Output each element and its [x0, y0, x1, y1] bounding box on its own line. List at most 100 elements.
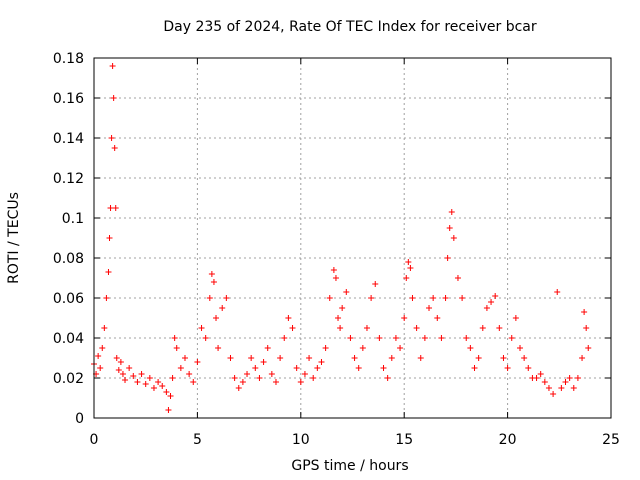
data-point — [306, 355, 313, 361]
data-point — [206, 295, 213, 301]
data-point — [574, 375, 581, 381]
data-point — [171, 335, 178, 341]
data-point — [99, 345, 106, 351]
data-point — [335, 315, 342, 321]
data-point — [113, 355, 120, 361]
data-point — [138, 371, 145, 377]
data-point — [169, 375, 176, 381]
data-point — [467, 345, 474, 351]
data-point — [459, 295, 466, 301]
data-point — [165, 407, 172, 413]
data-point — [444, 255, 451, 261]
x-tick-label: 5 — [193, 432, 202, 448]
data-point — [405, 259, 412, 265]
y-tick-label: 0.04 — [53, 331, 84, 347]
plot-frame — [93, 57, 612, 419]
data-point — [252, 365, 259, 371]
data-point — [264, 345, 271, 351]
data-point — [426, 305, 433, 311]
data-point — [107, 205, 114, 211]
data-point — [109, 63, 116, 69]
data-point — [562, 379, 569, 385]
data-point — [115, 367, 122, 373]
data-point — [297, 379, 304, 385]
data-point — [339, 305, 346, 311]
data-point — [314, 365, 321, 371]
x-tick-labels: 0 5 10 15 20 25 — [90, 432, 620, 448]
data-point — [337, 325, 344, 331]
data-point — [285, 315, 292, 321]
axis-ticks — [93, 57, 612, 419]
data-point — [500, 355, 507, 361]
data-point — [558, 385, 565, 391]
data-point — [407, 265, 414, 271]
y-tick-label: 0.06 — [53, 291, 84, 307]
data-point — [521, 355, 528, 361]
data-point — [112, 205, 119, 211]
data-point — [108, 135, 115, 141]
data-point — [173, 345, 180, 351]
x-tick-label: 10 — [292, 432, 310, 448]
data-point — [198, 325, 205, 331]
data-point — [101, 325, 108, 331]
data-point — [446, 225, 453, 231]
data-point — [421, 335, 428, 341]
data-point — [583, 325, 590, 331]
y-tick-labels: 0 0.02 0.04 0.06 0.08 0.1 0.12 0.14 0.16 0.18 — [53, 51, 84, 427]
data-point — [239, 379, 246, 385]
data-point — [167, 393, 174, 399]
data-point — [525, 365, 532, 371]
data-point — [454, 275, 461, 281]
y-tick-label: 0.14 — [53, 131, 84, 147]
data-point — [355, 365, 362, 371]
data-point — [332, 275, 339, 281]
data-point — [554, 289, 561, 295]
data-point — [512, 315, 519, 321]
data-point — [277, 355, 284, 361]
data-point — [272, 379, 279, 385]
data-point — [463, 335, 470, 341]
data-point — [483, 305, 490, 311]
data-point — [202, 335, 209, 341]
data-point — [550, 391, 557, 397]
data-point — [322, 345, 329, 351]
data-point — [310, 375, 317, 381]
data-point — [417, 355, 424, 361]
x-tick-label: 0 — [90, 432, 99, 448]
data-point — [545, 385, 552, 391]
data-point — [388, 355, 395, 361]
data-point — [134, 379, 141, 385]
data-point — [190, 379, 197, 385]
data-point — [293, 365, 300, 371]
x-axis-label: GPS time / hours — [291, 458, 408, 474]
data-point — [347, 335, 354, 341]
data-point — [103, 295, 110, 301]
data-point — [508, 335, 515, 341]
data-point — [380, 365, 387, 371]
data-point — [110, 95, 117, 101]
data-point — [159, 383, 166, 389]
data-point — [351, 355, 358, 361]
data-point — [434, 315, 441, 321]
data-point — [392, 335, 399, 341]
data-point — [359, 345, 366, 351]
data-points — [91, 63, 592, 413]
data-point — [448, 209, 455, 215]
data-point — [122, 377, 129, 383]
data-point — [244, 371, 251, 377]
data-point — [150, 385, 157, 391]
data-point — [475, 355, 482, 361]
data-point — [585, 345, 592, 351]
data-point — [106, 235, 113, 241]
data-point — [504, 365, 511, 371]
grid-lines — [94, 58, 611, 418]
data-point — [450, 235, 457, 241]
data-point — [376, 335, 383, 341]
data-point — [248, 355, 255, 361]
data-point — [372, 281, 379, 287]
data-point — [442, 295, 449, 301]
data-point — [430, 295, 437, 301]
data-point — [126, 365, 133, 371]
data-point — [413, 325, 420, 331]
